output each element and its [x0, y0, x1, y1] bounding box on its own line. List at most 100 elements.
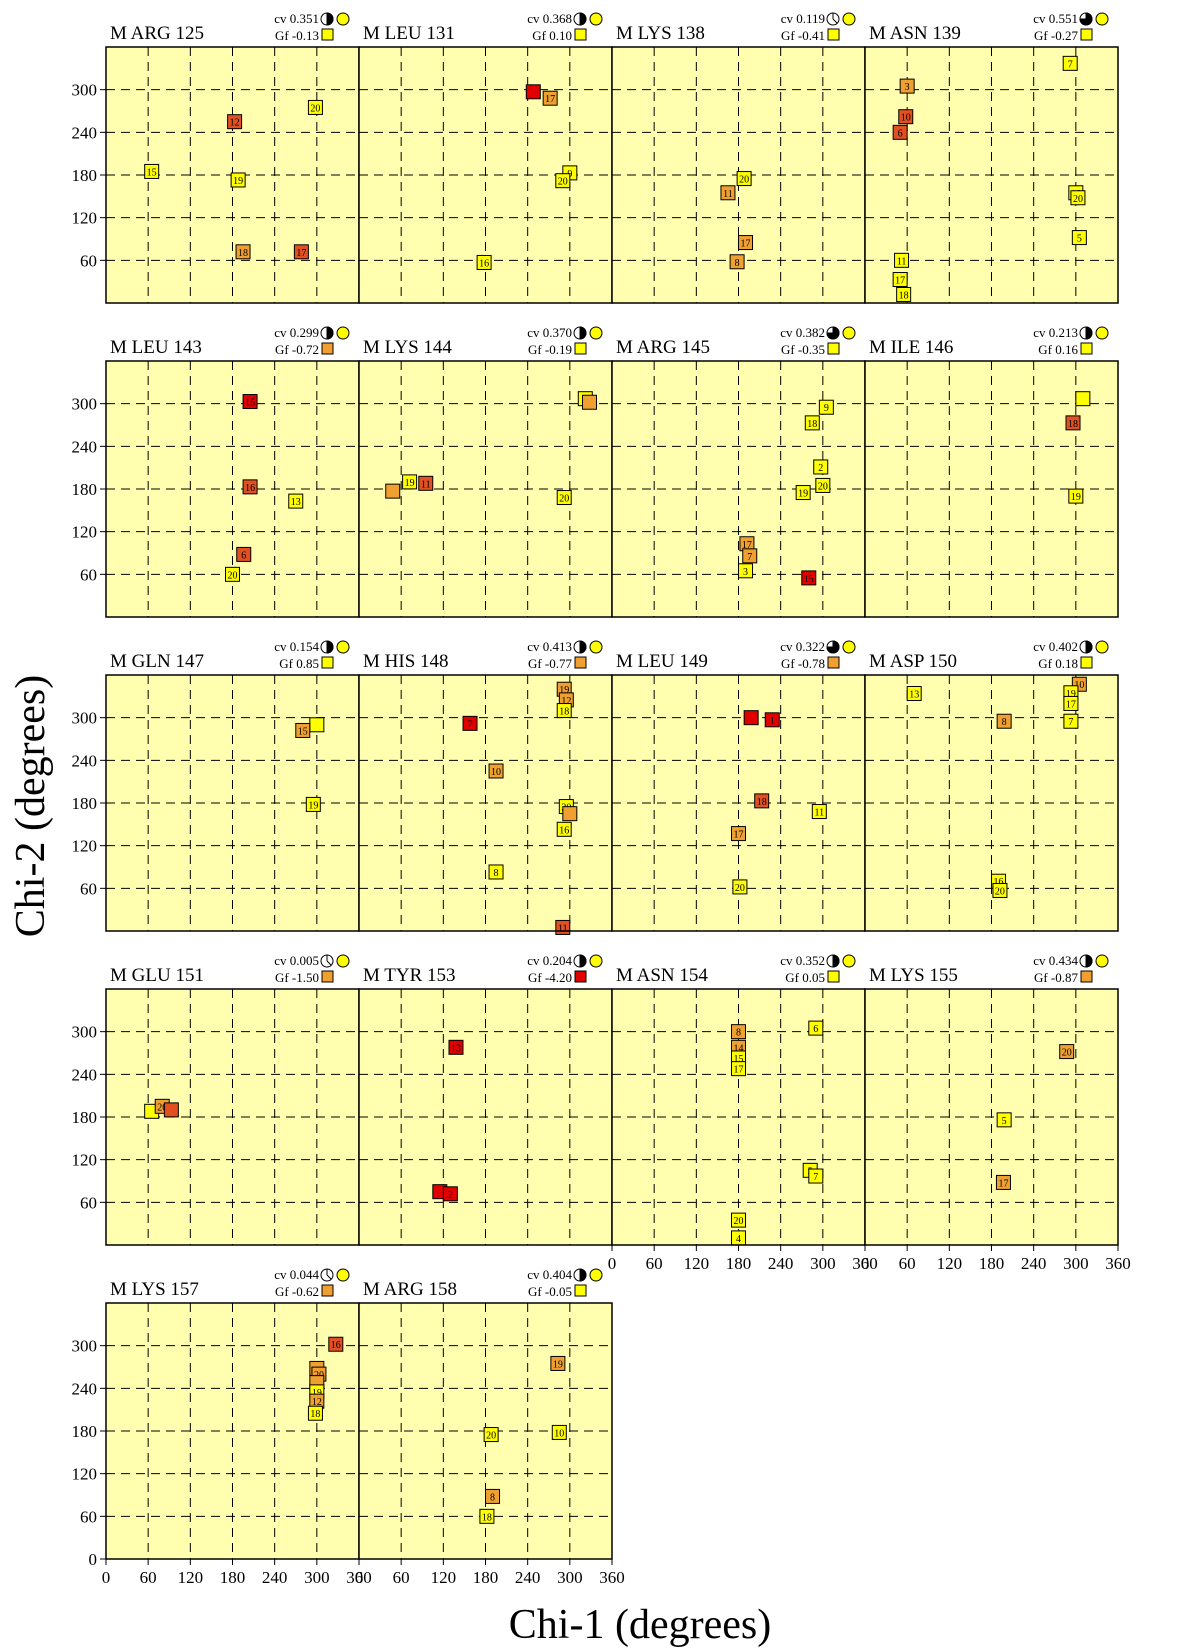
point-label: 20 — [1073, 194, 1083, 205]
point-label: 6 — [241, 550, 246, 561]
data-point — [764, 712, 780, 728]
y-tick-label: 240 — [72, 1065, 98, 1084]
panel-frame — [864, 46, 1119, 304]
data-point — [795, 485, 811, 501]
x-tick-label: 60 — [393, 1568, 410, 1587]
y-tick-label: 60 — [80, 1193, 97, 1212]
gf-value: Gf -0.87 — [1034, 970, 1079, 985]
point-label: 5 — [1077, 234, 1082, 245]
point-label: 20 — [995, 886, 1005, 897]
point-label: 7 — [468, 719, 473, 730]
panel-title: M ASN 139 — [869, 23, 961, 44]
data-point — [1059, 1044, 1075, 1060]
gf-color-square — [321, 656, 334, 669]
panel-title: M LEU 143 — [110, 337, 202, 358]
point-label: 19 — [1071, 492, 1081, 503]
data-point — [448, 1039, 464, 1055]
y-tick-label: 120 — [72, 523, 98, 542]
point-label: 19 — [312, 1388, 322, 1399]
cv-icon-fill — [579, 326, 587, 340]
gf-color-square — [827, 28, 840, 41]
cv-value: cv 0.154 — [274, 639, 319, 654]
point-label: 17 — [734, 1065, 744, 1076]
gf-value: Gf 0.10 — [532, 28, 572, 43]
data-point — [729, 254, 745, 270]
cv-icon-fill — [826, 640, 840, 654]
data-point — [556, 490, 572, 506]
chart-panel: 0601201802403000601201802403003601620191… — [72, 1267, 372, 1587]
point-label: 7 — [747, 552, 752, 563]
point-label: 15 — [804, 574, 814, 585]
panel-title: M LYS 138 — [616, 23, 705, 44]
data-point — [476, 254, 492, 270]
data-point — [804, 415, 820, 431]
point-label: 20 — [734, 1216, 744, 1227]
cv-value: cv 0.213 — [1033, 325, 1078, 340]
chart-panel: 60 120 180 240 300 15 16 13 620 M LEU 143 cv 0.299… — [72, 325, 360, 618]
data-point — [293, 244, 309, 260]
x-axis-title: Chi-1 (degrees) — [509, 1602, 771, 1648]
panel-title: M LYS 155 — [869, 965, 958, 986]
data-point — [525, 84, 541, 100]
x-tick-label: 0 — [861, 1254, 870, 1273]
gf-color-square — [1080, 28, 1093, 41]
y-tick-label: 300 — [72, 1023, 98, 1042]
data-point — [555, 173, 571, 189]
gf-color-square — [574, 342, 587, 355]
data-point — [894, 252, 910, 268]
rating-icon — [336, 326, 350, 340]
panel-title: M LEU 131 — [363, 23, 455, 44]
gf-color-square — [321, 28, 334, 41]
chart-panel: 18 19 M ILE 146 cv 0.213 Gf 0.16 — [864, 325, 1119, 618]
point-label: 7 — [1068, 717, 1073, 728]
x-tick-label: 0 — [355, 1568, 364, 1587]
cv-icon-fill — [326, 12, 334, 26]
cv-value: cv 0.404 — [527, 1267, 572, 1282]
point-label: 20 — [735, 883, 745, 894]
gf-color-square — [574, 28, 587, 41]
data-point — [996, 713, 1012, 729]
point-label: 13 — [451, 1043, 461, 1054]
gf-value: Gf -4.20 — [528, 970, 572, 985]
data-point — [144, 163, 160, 179]
point-label: 19 — [233, 176, 243, 187]
y-tick-label: 60 — [80, 879, 97, 898]
y-tick-label: 120 — [72, 1465, 98, 1484]
point-label: 11 — [814, 808, 824, 819]
panel-frame — [864, 988, 1119, 1246]
rating-icon — [589, 1268, 603, 1282]
rating-icon — [589, 954, 603, 968]
point-label: 6 — [813, 1024, 818, 1035]
x-tick-label: 60 — [140, 1568, 157, 1587]
point-label: 13 — [291, 497, 301, 508]
gf-color-square — [321, 1284, 334, 1297]
y-tick-label: 180 — [72, 794, 98, 813]
cv-icon-fill — [579, 12, 587, 26]
rating-icon — [842, 954, 856, 968]
x-tick-label: 240 — [1021, 1254, 1047, 1273]
data-point — [288, 493, 304, 509]
cv-value: cv 0.382 — [780, 325, 825, 340]
y-tick-label: 240 — [72, 437, 98, 456]
data-point — [542, 90, 558, 106]
point-label: 3 — [743, 567, 748, 578]
cv-value: cv 0.204 — [527, 953, 572, 968]
y-tick-label: 300 — [72, 709, 98, 728]
data-point — [307, 1405, 323, 1421]
point-label: 8 — [490, 1492, 495, 1503]
y-tick-label: 240 — [72, 123, 98, 142]
cv-icon-fill — [832, 954, 840, 968]
cv-icon-fill — [326, 326, 334, 340]
gf-color-square — [574, 970, 587, 983]
data-point — [731, 1061, 746, 1077]
panel-title: M ASN 154 — [616, 965, 708, 986]
x-tick-label: 60 — [646, 1254, 663, 1273]
panel-title: M GLN 147 — [110, 651, 204, 672]
x-tick-label: 240 — [515, 1568, 541, 1587]
data-point — [235, 244, 251, 260]
data-point — [225, 566, 240, 582]
point-label: 10 — [901, 113, 911, 124]
